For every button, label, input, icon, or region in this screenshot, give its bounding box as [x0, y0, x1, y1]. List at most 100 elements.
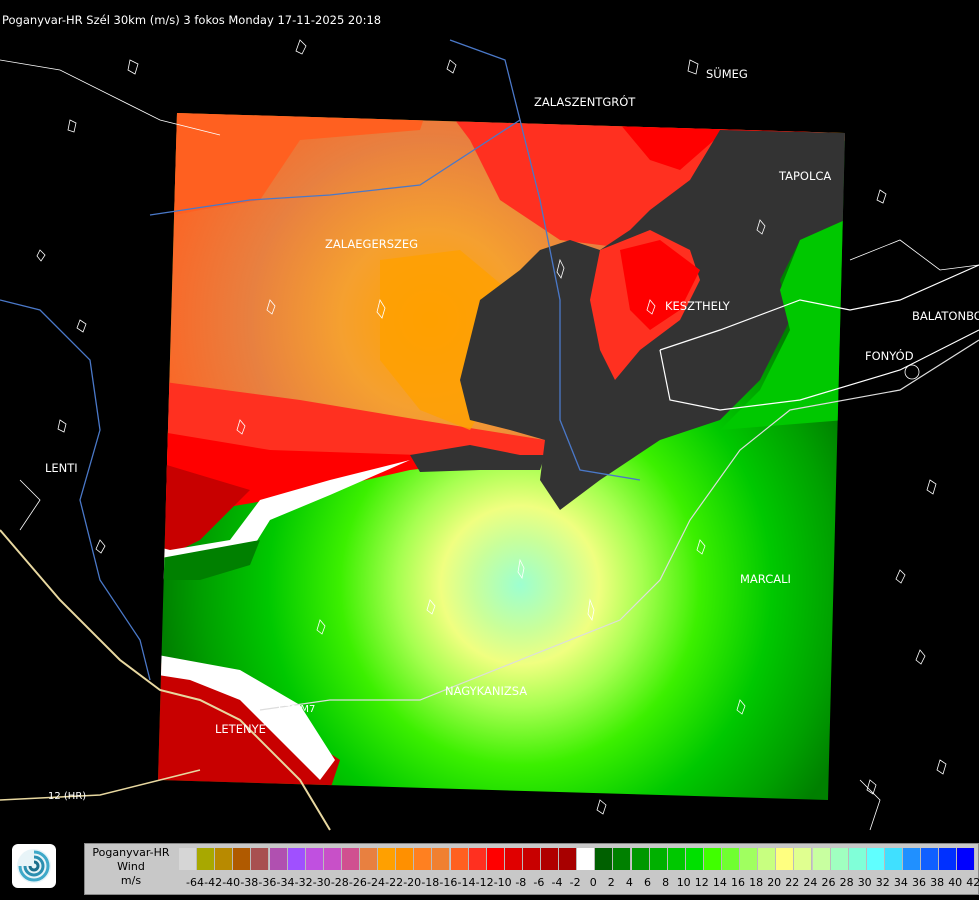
legend-tick-label: 14	[712, 876, 727, 889]
legend-quantity: Wind	[117, 860, 145, 873]
road-label-m7: E71/M7	[278, 704, 315, 715]
legend-swatch	[269, 848, 288, 870]
legend-swatch	[794, 848, 813, 870]
legend-tick-label: -14	[457, 876, 476, 889]
legend-swatch	[360, 848, 378, 870]
legend-tick-label: -26	[348, 876, 367, 889]
legend-swatch	[957, 848, 976, 870]
legend-tick-label: 2	[607, 876, 615, 889]
legend-tick-label: -24	[367, 876, 385, 889]
legend-tick-label: -8	[515, 876, 527, 889]
legend-swatch	[341, 848, 360, 870]
legend-swatch	[667, 848, 686, 870]
legend-tick-label: -32	[294, 876, 313, 889]
legend-swatch	[866, 848, 885, 870]
legend-swatch	[233, 848, 252, 870]
legend-tick-label: -20	[403, 876, 422, 889]
city-label-tapolca: TAPOLCA	[778, 169, 831, 183]
legend-swatch	[649, 848, 668, 870]
legend-swatch	[197, 848, 216, 870]
legend-tick-label: 34	[893, 876, 908, 889]
legend-swatch	[251, 848, 270, 870]
radar-field	[158, 113, 845, 800]
legend-tick-label: 6	[644, 876, 651, 889]
legend-swatch	[848, 848, 867, 870]
logo	[12, 844, 56, 888]
legend-tick-label: -18	[421, 876, 440, 889]
legend-swatch	[323, 848, 342, 870]
legend-swatch	[595, 848, 614, 870]
legend-swatch	[613, 848, 632, 870]
legend-tick-label: -38	[240, 876, 259, 889]
legend-swatch	[287, 848, 306, 870]
legend-tick-label: 32	[875, 876, 890, 889]
river-mura	[0, 299, 151, 681]
legend-station: Poganyvar-HR	[92, 846, 170, 859]
city-label-zalaegerszeg: ZALAEGERSZEG	[325, 237, 418, 251]
legend-swatch	[559, 848, 578, 870]
legend-swatch	[758, 848, 777, 870]
legend-swatch	[504, 848, 523, 870]
legend-swatch	[468, 848, 487, 870]
legend-tick-label: -2	[569, 876, 581, 889]
legend-tick-label: -40	[222, 876, 241, 889]
city-label-zalaszentgrot: ZALASZENTGRÓT	[534, 94, 636, 109]
legend-tick-label: 8	[662, 876, 670, 889]
legend-swatch	[685, 848, 704, 870]
legend-swatch	[541, 848, 559, 870]
legend-swatch	[830, 848, 849, 870]
legend-swatch	[722, 848, 740, 870]
legend-tick-label: -36	[258, 876, 277, 889]
legend-tick-label: 12	[694, 876, 709, 889]
city-label-letenye: LETENYE	[215, 722, 266, 736]
legend-swatch	[305, 848, 324, 870]
legend-tick-label: 4	[625, 876, 633, 889]
legend-tick-label: 20	[767, 876, 782, 889]
legend-swatch	[703, 848, 722, 870]
legend-tick-label: 16	[731, 876, 745, 889]
legend-tick-label: 0	[589, 876, 597, 889]
city-label-sumeg: SÜMEG	[706, 65, 748, 81]
city-label-nagykanizsa: NAGYKANIZSA	[445, 684, 527, 698]
legend-tick-label: 36	[912, 876, 926, 889]
road-label-12hr: 12 (HR)	[48, 791, 86, 802]
page-title: Poganyvar-HR Szél 30km (m/s) 3 fokos Mon…	[2, 13, 382, 27]
legend-swatch	[812, 848, 831, 870]
legend-swatch	[396, 848, 415, 870]
legend-swatch	[884, 848, 903, 870]
legend-swatch	[740, 848, 759, 870]
legend-tick-label: -30	[312, 876, 331, 889]
legend-caption: Poganyvar-HR Wind m/s	[85, 846, 177, 894]
legend-swatch	[939, 848, 958, 870]
city-label-marcali: MARCALI	[740, 572, 791, 586]
legend-tick-label: 28	[839, 876, 854, 889]
swirl-logo-icon	[17, 849, 51, 883]
legend-tick-label: 42	[966, 876, 979, 889]
legend-tick-label: 38	[930, 876, 945, 889]
motorway-m7	[259, 339, 979, 711]
legend-swatch	[215, 848, 234, 870]
legend-tick-label: 24	[803, 876, 818, 889]
legend-tick-label: -4	[551, 876, 563, 889]
legend-tick-label: -34	[276, 876, 295, 889]
legend-tick-label: -22	[385, 876, 404, 889]
city-label-keszthely: KESZTHELY	[665, 299, 731, 313]
settlement-outlines	[36, 39, 947, 815]
legend-tick-label: -6	[533, 876, 545, 889]
city-label-fonyod: FONYÓD	[865, 348, 914, 363]
city-labels: SÜMEG ZALASZENTGRÓT TAPOLCA ZALAEGERSZEG…	[45, 65, 979, 802]
city-label-lenti: LENTI	[45, 461, 78, 475]
map-overlays	[0, 39, 979, 831]
legend-tick-label: 30	[857, 876, 872, 889]
legend-tick-label: 40	[948, 876, 963, 889]
legend-tick-label: -64	[186, 876, 204, 889]
legend-swatch	[450, 848, 469, 870]
legend-swatch	[577, 848, 596, 870]
legend-swatch	[522, 848, 541, 870]
legend-swatch	[903, 848, 921, 870]
legend-swatch	[179, 848, 197, 870]
legend-swatch	[414, 848, 433, 870]
legend-tick-label: 10	[676, 876, 691, 889]
radar-map[interactable]: SÜMEG ZALASZENTGRÓT TAPOLCA ZALAEGERSZEG…	[0, 0, 979, 840]
legend-swatch	[432, 848, 451, 870]
